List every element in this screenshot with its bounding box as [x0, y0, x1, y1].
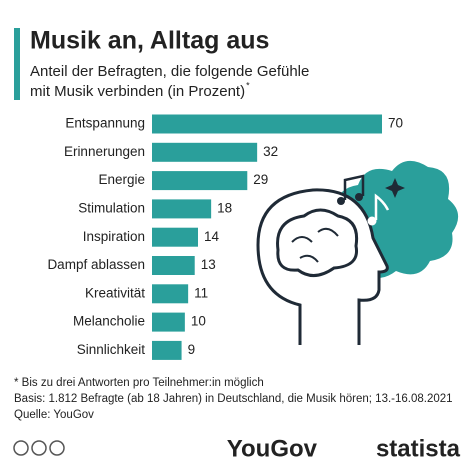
- bar: [152, 256, 195, 275]
- subtitle: mit Musik verbinden (in Prozent): [30, 83, 245, 100]
- category-label: Inspiration: [83, 229, 145, 244]
- bar: [152, 227, 198, 247]
- value-label: 13: [201, 257, 216, 272]
- value-label: 11: [194, 285, 208, 300]
- value-label: 14: [204, 229, 220, 244]
- value-label: 9: [188, 342, 196, 357]
- value-label: 29: [253, 172, 268, 187]
- value-label: 32: [263, 144, 278, 159]
- value-label: 70: [388, 116, 403, 131]
- bar: [152, 171, 248, 191]
- bar: [152, 199, 212, 219]
- illustration: [256, 160, 459, 345]
- category-label: Erinnerungen: [64, 144, 145, 159]
- category-label: Stimulation: [78, 200, 145, 215]
- logo-yougov: YouGov: [227, 435, 318, 462]
- chart-title: Musik an, Alltag aus: [30, 27, 269, 55]
- footnote: Basis: 1.812 Befragte (ab 18 Jahren) in …: [14, 393, 453, 405]
- value-label: 10: [191, 314, 206, 329]
- category-label: Kreativität: [85, 285, 145, 300]
- bar: [152, 114, 382, 134]
- category-label: Dampf ablassen: [47, 257, 145, 272]
- footnote: Quelle: YouGov: [14, 409, 94, 421]
- footnote: * Bis zu drei Antworten pro Teilnehmer:i…: [14, 377, 264, 389]
- subtitle: Anteil der Befragten, die folgende Gefüh…: [30, 63, 309, 80]
- category-label: Melancholie: [73, 314, 145, 329]
- category-label: Entspannung: [65, 116, 145, 131]
- bar: [152, 340, 182, 360]
- subtitle-marker: *: [246, 80, 250, 90]
- bar: [152, 284, 189, 304]
- bar: [152, 312, 185, 332]
- bar: [152, 142, 258, 162]
- logo-statista: statista: [376, 435, 461, 462]
- value-label: 18: [217, 200, 232, 215]
- footer: YouGov statista: [13, 435, 461, 462]
- category-label: Sinnlichkeit: [77, 342, 146, 357]
- title-accent: [14, 28, 20, 100]
- category-label: Energie: [98, 172, 145, 187]
